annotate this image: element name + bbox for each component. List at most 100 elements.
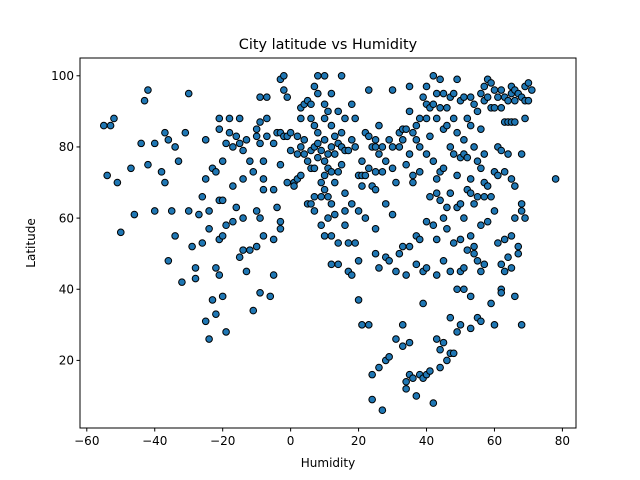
data-points (99, 71, 560, 415)
data-point (473, 107, 482, 116)
data-point (205, 224, 213, 233)
data-point (412, 136, 421, 144)
data-point (385, 256, 393, 265)
data-point (161, 128, 169, 137)
data-point (269, 235, 278, 244)
data-point (477, 317, 485, 326)
data-point (351, 239, 359, 247)
data-point (405, 338, 414, 347)
data-point (344, 146, 353, 155)
data-point (402, 377, 410, 386)
data-point (229, 143, 237, 151)
data-point (368, 370, 376, 379)
data-point (320, 136, 329, 144)
data-point (432, 189, 441, 197)
data-point (225, 114, 234, 123)
data-point (511, 214, 519, 222)
data-point (327, 143, 336, 151)
data-point (446, 189, 455, 197)
data-point (449, 349, 458, 358)
data-point (453, 328, 461, 336)
data-point (405, 150, 414, 158)
data-point (290, 182, 298, 190)
data-point (140, 96, 149, 105)
data-point (477, 89, 485, 98)
data-point (334, 239, 342, 247)
data-point (283, 178, 292, 187)
data-point (521, 214, 529, 222)
data-point (436, 104, 444, 112)
data-point (480, 260, 489, 269)
data-point (385, 353, 393, 361)
data-point (507, 264, 516, 272)
data-point (449, 239, 458, 247)
data-point (449, 150, 458, 158)
data-point (490, 321, 499, 329)
data-point (470, 143, 478, 151)
data-point (300, 136, 309, 144)
data-point (252, 125, 261, 133)
data-point (439, 214, 448, 222)
data-point (317, 221, 326, 230)
data-point (174, 157, 183, 165)
data-point (504, 253, 512, 262)
data-point (524, 96, 533, 105)
data-point (314, 71, 322, 80)
data-point (392, 335, 400, 343)
data-point (483, 93, 492, 101)
data-point (466, 93, 475, 101)
data-point (500, 235, 509, 244)
data-point (347, 100, 356, 109)
data-point (456, 200, 465, 208)
data-point (280, 86, 288, 94)
data-point (167, 207, 176, 215)
data-point (480, 150, 489, 158)
data-point (330, 210, 339, 219)
data-point (252, 132, 261, 141)
data-point (494, 171, 502, 180)
data-point (415, 235, 424, 244)
data-point (405, 242, 414, 251)
data-point (334, 107, 342, 116)
data-point (443, 121, 451, 130)
data-point (310, 82, 319, 91)
data-point (320, 157, 329, 165)
data-point (188, 242, 196, 251)
data-point (385, 136, 393, 144)
data-point (398, 136, 407, 144)
data-point (269, 271, 278, 279)
data-point (371, 224, 380, 233)
data-point (103, 171, 111, 180)
data-point (466, 121, 475, 130)
data-point (395, 249, 404, 258)
data-point (256, 93, 264, 101)
data-point (113, 178, 122, 187)
data-point (460, 136, 468, 144)
data-point (517, 150, 526, 158)
data-point (436, 75, 444, 84)
x-axis-ticks: −60 −40 −20 0 20 40 60 80 (74, 428, 570, 448)
data-point (307, 200, 315, 208)
data-point (497, 104, 506, 112)
y-tick-label: 100 (51, 69, 74, 83)
data-point (470, 242, 478, 251)
data-point (246, 246, 254, 254)
data-point (171, 232, 179, 240)
data-point (426, 132, 434, 141)
data-point (324, 150, 332, 158)
y-axis-ticks: 20 40 60 80 100 (51, 69, 80, 368)
data-point (337, 71, 346, 80)
data-point (466, 189, 475, 197)
data-point (477, 164, 485, 173)
data-point (409, 171, 417, 180)
data-point (473, 256, 482, 265)
x-tick-label: 20 (351, 434, 366, 448)
data-point (327, 260, 336, 269)
data-point (364, 321, 373, 329)
data-point (347, 271, 356, 279)
data-point (184, 89, 193, 98)
data-point (212, 310, 220, 318)
data-point (371, 168, 380, 176)
data-point (358, 182, 366, 190)
